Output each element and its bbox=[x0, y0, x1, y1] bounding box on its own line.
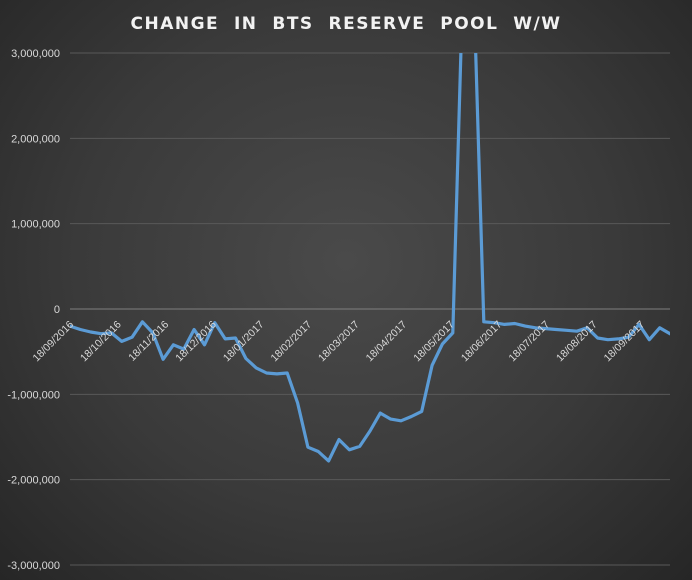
chart-title: CHANGE IN BTS RESERVE POOL W/W bbox=[130, 14, 561, 34]
x-tick-label: 18/06/2017 bbox=[459, 319, 505, 365]
gridlines bbox=[70, 52, 670, 566]
y-tick-label: 0 bbox=[54, 304, 60, 316]
y-tick-label: -2,000,000 bbox=[7, 475, 60, 487]
x-tick-label: 18/08/2017 bbox=[554, 319, 600, 365]
y-tick-label: 3,000,000 bbox=[11, 48, 60, 60]
y-axis-tick-labels: 3,000,000 2,000,000 1,000,000 0 -1,000,000 -2… bbox=[7, 48, 60, 572]
x-tick-label: 18/04/2017 bbox=[364, 319, 410, 365]
series-line-1 bbox=[70, 53, 670, 463]
x-tick-label: 18/09/2016 bbox=[30, 319, 76, 365]
y-tick-label: 1,000,000 bbox=[11, 219, 60, 231]
y-tick-label: -1,000,000 bbox=[7, 389, 60, 401]
y-tick-label: 2,000,000 bbox=[11, 133, 60, 145]
x-tick-label: 18/02/2017 bbox=[268, 319, 314, 365]
x-tick-label: 18/12/2016 bbox=[173, 319, 219, 365]
x-tick-label: 18/10/2016 bbox=[78, 319, 124, 365]
x-tick-label: 18/09/2017 bbox=[602, 319, 648, 365]
series-layer bbox=[70, 53, 670, 463]
x-tick-label: 18/03/2017 bbox=[316, 319, 362, 365]
y-tick-label: -3,000,000 bbox=[7, 560, 60, 572]
